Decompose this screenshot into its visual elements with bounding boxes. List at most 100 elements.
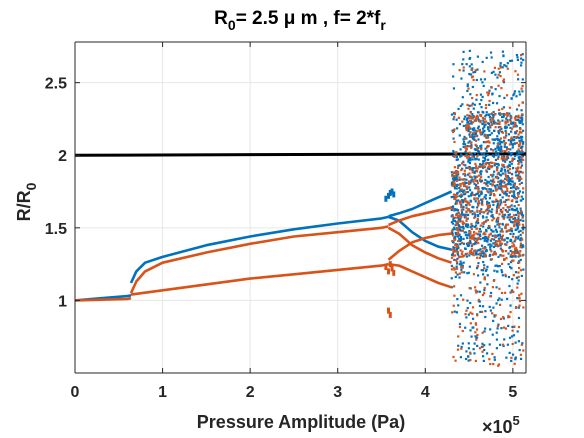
title-suffix-subscript: r: [380, 17, 386, 33]
data-point: [519, 219, 522, 222]
data-point: [508, 246, 512, 249]
data-point: [468, 232, 471, 235]
data-point: [479, 235, 482, 238]
data-point: [453, 151, 456, 154]
data-point: [486, 206, 490, 209]
data-point: [511, 325, 514, 329]
data-point: [491, 123, 494, 126]
data-point: [483, 247, 487, 250]
data-point: [493, 269, 496, 272]
data-point: [521, 101, 524, 104]
data-point: [499, 210, 502, 213]
data-point: [454, 271, 457, 274]
data-point: [505, 257, 508, 260]
data-point: [493, 138, 496, 141]
data-point: [488, 343, 491, 346]
data-point: [454, 359, 457, 362]
data-point: [478, 227, 482, 231]
data-point: [484, 253, 487, 256]
data-point: [452, 118, 455, 121]
data-point: [518, 178, 522, 181]
data-point: [487, 136, 490, 139]
data-point: [456, 209, 460, 212]
data-point: [451, 129, 454, 132]
data-point: [501, 131, 504, 134]
data-point: [472, 131, 476, 134]
data-point: [492, 154, 495, 157]
data-point: [456, 127, 459, 130]
data-point: [467, 160, 470, 163]
data-point: [513, 224, 516, 228]
data-point: [507, 179, 510, 182]
data-point: [485, 219, 488, 222]
data-point: [500, 262, 504, 265]
data-point: [489, 173, 493, 177]
data-point: [513, 193, 516, 196]
data-point: [468, 117, 471, 120]
data-point: [476, 179, 479, 182]
data-point: [509, 249, 512, 253]
data-point: [466, 223, 470, 227]
data-point: [450, 221, 454, 224]
data-point: [455, 184, 459, 188]
data-point: [491, 216, 495, 219]
data-point: [452, 250, 455, 254]
data-point: [515, 53, 519, 57]
data-point: [491, 230, 494, 233]
data-point: [489, 120, 492, 123]
data-point: [491, 208, 494, 211]
data-point: [462, 66, 465, 69]
data-point: [513, 245, 516, 248]
data-point: [483, 181, 486, 185]
data-point: [471, 317, 475, 320]
data-point: [495, 206, 499, 209]
data-point: [514, 115, 518, 118]
data-point: [474, 143, 477, 146]
data-point: [488, 188, 491, 191]
data-point: [459, 148, 462, 151]
data-point: [476, 147, 479, 150]
data-point: [462, 138, 465, 141]
data-point: [467, 195, 470, 198]
data-point: [469, 358, 472, 362]
data-point: [465, 118, 469, 121]
data-point: [453, 246, 456, 250]
data-point: [450, 205, 453, 209]
data-point: [487, 94, 490, 97]
data-point: [519, 245, 522, 249]
data-point: [483, 267, 486, 270]
data-point: [454, 193, 457, 197]
data-point: [500, 179, 503, 182]
data-point: [497, 240, 500, 243]
data-point: [495, 264, 498, 267]
data-point: [498, 112, 501, 115]
data-point: [516, 297, 519, 300]
data-point: [516, 251, 519, 255]
data-point: [390, 188, 394, 195]
data-point: [497, 177, 500, 180]
data-point: [474, 187, 477, 190]
data-point: [493, 251, 496, 254]
data-point: [463, 117, 466, 121]
data-point: [484, 141, 487, 144]
data-point: [519, 258, 522, 262]
data-point: [519, 243, 523, 247]
data-point: [514, 247, 517, 251]
data-point: [518, 179, 521, 182]
data-point: [515, 141, 519, 145]
data-point: [497, 255, 500, 258]
data-point: [490, 215, 493, 218]
data-point: [455, 187, 458, 190]
data-point: [494, 113, 497, 116]
data-point: [489, 161, 493, 164]
data-point: [486, 212, 489, 215]
data-point: [500, 201, 503, 204]
data-point: [453, 228, 456, 231]
data-point: [511, 152, 514, 155]
data-point: [485, 170, 489, 173]
data-point: [457, 224, 461, 227]
data-point: [451, 228, 454, 231]
data-point: [474, 253, 478, 256]
data-point: [506, 113, 510, 116]
data-point: [475, 130, 479, 133]
